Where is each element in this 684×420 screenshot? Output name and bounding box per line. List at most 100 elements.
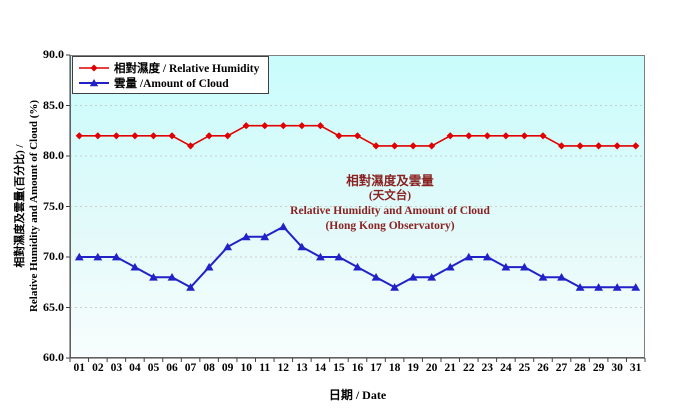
triangle-marker [445,262,455,271]
diamond-marker [465,132,473,140]
x-tick-label: 02 [92,362,104,374]
triangle-marker [538,273,548,281]
diamond-marker [557,142,566,150]
diamond-marker [335,132,343,140]
annotation-title-english: Relative Humidity and Amount of Cloud [290,205,490,217]
triangle-marker [612,283,622,291]
x-tick-label: 21 [444,362,456,374]
chart-title-annotation: 相對濕度及雲量 (天文台) Relative Humidity and Amou… [258,174,522,234]
diamond-marker [372,142,380,150]
legend-item-humidity: 相對濕度 / Relative Humidity [78,60,259,75]
x-tick-label: 23 [481,362,494,374]
x-tick-label: 27 [555,362,568,374]
triangle-marker [334,252,344,261]
diamond-marker [224,132,232,140]
triangle-marker [316,252,325,261]
diamond-marker [428,142,436,150]
x-tick-label: 01 [73,362,86,374]
x-tick-label: 06 [166,362,178,374]
triangle-marker [482,252,492,261]
diamond-marker [502,132,510,140]
y-tick-label: 65.0 [43,299,64,314]
triangle-marker [130,262,140,271]
diamond-marker [94,132,102,140]
y-tick-label: 90.0 [43,47,64,61]
triangle-marker [186,283,195,291]
triangle-marker [241,232,251,241]
x-tick-label: 10 [240,362,252,374]
diamond-marker [446,132,454,140]
diamond-marker [149,132,158,140]
x-tick-label: 05 [147,362,160,374]
x-tick-label: 20 [425,362,438,374]
triangle-marker [260,232,270,241]
x-tick-label: 12 [277,362,290,374]
cloud-line-marker-icon [79,78,109,86]
x-tick-label: 09 [221,362,234,374]
triangle-marker [74,252,84,261]
legend-label-cloud: 雲量 /Amount of Cloud [114,77,229,90]
x-tick-label: 28 [574,362,586,374]
diamond-marker [483,132,491,140]
x-tick-label: 07 [184,362,197,374]
triangle-marker [557,273,566,281]
triangle-marker [149,273,158,281]
diamond-marker [576,142,584,150]
triangle-marker [223,242,233,251]
x-tick-label: 25 [518,362,531,374]
y-axis-title-line1: 相對濕度及雲量(百分比) / [14,144,26,268]
x-tick-label: 29 [592,362,605,374]
triangle-marker [93,252,103,261]
triangle-marker [631,283,641,291]
annotation-subtitle-english: (Hong Kong Observatory) [325,220,455,232]
y-tick-label: 85.0 [43,97,64,112]
x-tick-label: 04 [129,362,141,374]
diamond-marker [298,122,306,130]
x-tick-label: 19 [407,362,419,374]
diamond-marker [520,132,529,140]
x-tick-label: 24 [500,362,512,374]
x-tick-label: 13 [296,362,308,374]
diamond-marker [316,122,325,130]
x-tick-label: 17 [370,362,382,374]
x-tick-label: 30 [611,362,623,374]
triangle-marker [575,283,585,291]
triangle-marker [111,252,121,261]
diamond-marker [279,122,287,130]
triangle-marker [501,262,511,271]
x-axis-title: 日期 / Date [328,388,387,402]
x-tick-label: 18 [388,362,401,374]
diamond-marker [539,132,547,140]
x-tick-label: 26 [537,362,549,374]
x-tick-label: 22 [463,362,475,374]
diamond-marker [168,132,176,140]
y-tick-label: 70.0 [43,249,64,263]
diamond-marker [632,142,640,150]
triangle-marker [204,262,214,271]
diamond-marker [613,142,621,150]
y-tick-label: 60.0 [43,350,64,364]
legend: 相對濕度 / Relative Humidity 雲量 /Amount of C… [72,56,270,94]
triangle-marker [167,273,177,281]
diamond-marker [390,142,399,150]
legend-label-humidity: 相對濕度 / Relative Humidity [114,62,260,75]
x-tick-label: 08 [203,362,215,374]
diamond-marker [595,142,603,150]
triangle-marker [390,283,399,291]
diamond-marker [186,142,195,150]
legend-item-cloud: 雲量 /Amount of Cloud [78,75,259,90]
triangle-marker [594,283,604,291]
triangle-marker [371,273,381,281]
diamond-marker [131,132,139,140]
triangle-marker [297,242,307,251]
diamond-marker [353,132,362,140]
x-tick-label: 31 [629,362,642,374]
diamond-marker [242,122,250,130]
triangle-marker [427,273,437,281]
x-tick-label: 15 [333,362,345,374]
y-tick-label: 75.0 [43,198,64,213]
diamond-marker [261,122,269,130]
triangle-marker [520,262,529,271]
